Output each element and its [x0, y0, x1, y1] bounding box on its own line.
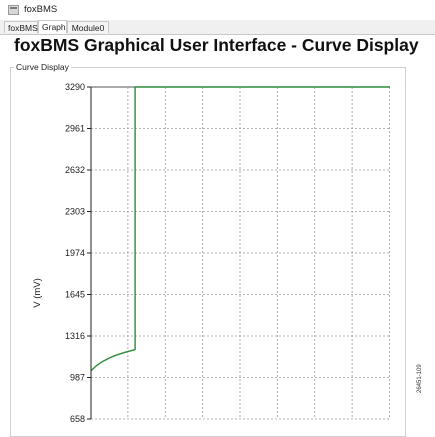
y-tick-label: 1645	[65, 290, 85, 300]
groupbox-label: Curve Display	[14, 62, 71, 72]
y-tick-label: 1316	[65, 331, 85, 341]
grid-lines	[91, 86, 390, 420]
y-tick-label: 658	[70, 414, 85, 424]
window-titlebar: foxBMS	[0, 0, 435, 20]
tab-graph[interactable]: Graph	[38, 20, 67, 34]
y-tick-label: 3290	[65, 82, 85, 92]
y-tick-label: 2303	[65, 207, 85, 217]
y-tick-label: 2632	[65, 165, 85, 175]
y-tick-label: 1974	[65, 248, 85, 258]
series-lines	[90, 86, 390, 372]
y-tick-label: 2961	[65, 124, 85, 134]
tab-module0[interactable]: Module0	[67, 21, 109, 33]
y-axis-label: V (mV)	[32, 278, 43, 308]
page-title: foxBMS Graphical User Interface - Curve …	[14, 35, 419, 55]
figure-code: 26451-109	[417, 364, 423, 393]
y-tick-labels: 3290 2961 2632 2303 1974 1645 1316 987 658	[65, 82, 91, 424]
voltage-series-line	[90, 86, 390, 372]
window-title: foxBMS	[24, 4, 58, 15]
tab-foxbms[interactable]: foxBMS	[4, 21, 38, 33]
tab-bar: foxBMS Graph Module0	[0, 20, 435, 35]
app-icon	[8, 5, 19, 15]
y-tick-label: 987	[70, 373, 85, 383]
